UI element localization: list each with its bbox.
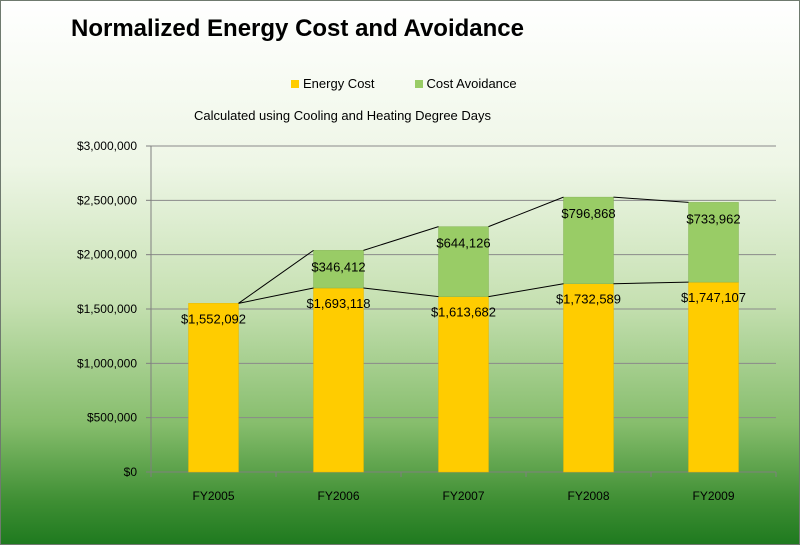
data-label-cost-avoidance: $733,962 xyxy=(686,211,740,226)
y-tick-label: $500,000 xyxy=(87,411,137,425)
x-tick-label: FY2006 xyxy=(317,489,359,503)
legend-item-cost-avoidance: Cost Avoidance xyxy=(414,76,517,91)
series-line-energy-cost xyxy=(613,281,689,285)
series-line-energy-cost xyxy=(238,287,314,304)
y-tick-label: $3,000,000 xyxy=(77,139,137,153)
data-label-cost-avoidance: $346,412 xyxy=(311,259,365,274)
data-label-energy-cost: $1,552,092 xyxy=(181,311,246,326)
x-tick-label: FY2008 xyxy=(567,489,609,503)
legend-label-cost-avoidance: Cost Avoidance xyxy=(426,76,517,91)
bar-cost-avoidance xyxy=(563,196,614,284)
data-label-energy-cost: $1,747,107 xyxy=(681,290,746,305)
series-line-total xyxy=(363,226,439,251)
x-tick-label: FY2005 xyxy=(192,489,234,503)
bar-cost-avoidance xyxy=(688,202,739,283)
bar-energy-cost xyxy=(688,281,739,473)
legend-label-energy-cost: Energy Cost xyxy=(303,76,375,91)
y-tick-label: $0 xyxy=(124,465,138,479)
x-tick-label: FY2007 xyxy=(442,489,484,503)
legend-item-energy-cost: Energy Cost xyxy=(291,76,375,91)
bar-cost-avoidance xyxy=(313,250,364,289)
data-label-cost-avoidance: $796,868 xyxy=(561,206,615,221)
data-label-energy-cost: $1,613,682 xyxy=(431,305,496,320)
y-tick-label: $1,000,000 xyxy=(77,356,137,370)
legend-swatch-cost-avoidance xyxy=(414,79,423,88)
y-tick-label: $1,500,000 xyxy=(77,302,137,316)
bar-energy-cost xyxy=(313,287,364,473)
series-line-total xyxy=(488,196,564,228)
bar-cost-avoidance xyxy=(438,226,489,297)
x-tick-label: FY2009 xyxy=(692,489,734,503)
data-label-energy-cost: $1,693,118 xyxy=(306,296,370,311)
series-line-energy-cost xyxy=(488,283,564,298)
series-line-energy-cost xyxy=(363,287,439,298)
bar-energy-cost xyxy=(563,283,614,473)
y-tick-label: $2,500,000 xyxy=(77,193,137,207)
chart-title: Normalized Energy Cost and Avoidance xyxy=(71,15,524,42)
chart-subtitle: Calculated using Cooling and Heating Deg… xyxy=(194,108,492,123)
bar-energy-cost xyxy=(188,303,239,473)
legend: Energy Cost Cost Avoidance xyxy=(291,76,557,91)
bar-energy-cost xyxy=(438,296,489,473)
series-line-total xyxy=(613,196,689,203)
y-tick-label: $2,000,000 xyxy=(77,248,137,262)
series-line-total xyxy=(238,249,314,304)
data-label-energy-cost: $1,732,589 xyxy=(556,292,621,307)
legend-swatch-energy-cost xyxy=(291,79,299,88)
data-label-cost-avoidance: $644,126 xyxy=(436,236,490,251)
